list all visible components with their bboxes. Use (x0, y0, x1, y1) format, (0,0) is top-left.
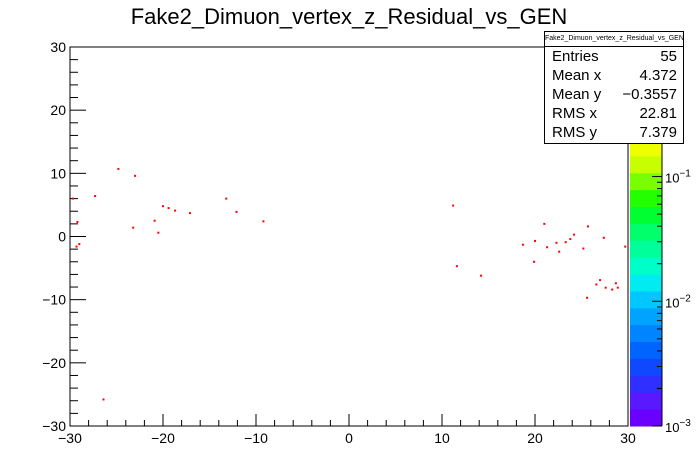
data-point (455, 265, 458, 268)
data-point (599, 279, 602, 282)
y-tick-label: 0 (58, 229, 66, 245)
data-point (543, 222, 546, 225)
colorbar-tick-label: 10−3 (665, 418, 691, 435)
data-point (604, 286, 607, 289)
colorbar-segment (630, 358, 662, 376)
y-axis: −30 −20 −10 0 10 20 30 (42, 39, 86, 434)
colorbar-segment (630, 392, 662, 410)
stats-value: 55 (660, 48, 677, 65)
stats-row-rms-x: RMS x 22.81 (545, 104, 683, 123)
stats-label: Entries (552, 48, 599, 65)
data-point (174, 209, 177, 212)
data-point (586, 296, 589, 299)
data-point (132, 226, 135, 229)
y-tick-label: 20 (50, 102, 66, 118)
data-point (564, 241, 567, 244)
colorbar-segment (630, 155, 662, 174)
data-point (546, 246, 549, 249)
stats-value: −0.3557 (622, 86, 677, 103)
colorbar-tick-label: 10−2 (665, 293, 691, 310)
stats-value: 4.372 (639, 67, 677, 84)
y-tick-label: −10 (42, 292, 66, 308)
stats-label: Mean y (552, 86, 602, 103)
stats-row-entries: Entries 55 (545, 47, 683, 66)
y-tick-label: 10 (50, 165, 66, 181)
data-point (452, 204, 455, 207)
data-point (78, 243, 81, 246)
colorbar-segment (630, 324, 662, 343)
stats-row-mean-y: Mean y −0.3557 (545, 85, 683, 104)
data-point (582, 247, 585, 250)
data-point (573, 233, 576, 236)
data-point (558, 250, 561, 253)
y-tick-label: −30 (42, 418, 66, 434)
colorbar-tick-label: 10−1 (665, 169, 691, 186)
colorbar-segment (630, 341, 662, 359)
data-point (71, 197, 74, 200)
data-point (167, 207, 170, 210)
colorbar-segment (630, 189, 662, 208)
data-point (602, 236, 605, 239)
colorbar-segment (630, 257, 662, 275)
stats-label: RMS x (552, 105, 597, 122)
stats-row-mean-x: Mean x 4.372 (545, 66, 683, 85)
colorbar-segment (630, 409, 662, 427)
stats-label: RMS y (552, 124, 597, 141)
x-tick-label: 10 (434, 430, 450, 446)
data-point (614, 282, 617, 285)
x-tick-label: 20 (527, 430, 543, 446)
data-point (521, 243, 524, 246)
data-point (534, 239, 536, 242)
stats-row-rms-y: RMS y 7.379 (545, 123, 683, 142)
colorbar: 10−1 10−2 10−3 (630, 138, 691, 435)
data-point (75, 245, 78, 248)
x-axis: −30 −20 −10 0 10 20 30 (58, 414, 636, 446)
x-tick-label: −10 (244, 430, 268, 446)
colorbar-segment (630, 375, 662, 393)
data-point (533, 260, 536, 263)
data-point (102, 398, 105, 401)
colorbar-segment (630, 307, 662, 326)
data-point (480, 274, 483, 277)
stats-value: 7.379 (639, 124, 677, 141)
y-tick-label: −20 (42, 355, 66, 371)
colorbar-segment (630, 223, 662, 241)
data-point (117, 167, 120, 170)
data-point (134, 174, 137, 177)
stats-value: 22.81 (639, 105, 677, 122)
data-point (225, 197, 228, 200)
data-point (624, 245, 627, 248)
colorbar-segment (630, 206, 662, 224)
x-tick-label: 30 (620, 430, 636, 446)
data-point (569, 238, 572, 241)
data-point (162, 205, 164, 208)
data-point (555, 241, 558, 244)
chart-title: Fake2_Dimuon_vertex_z_Residual_vs_GEN (131, 4, 568, 29)
data-point (616, 286, 619, 289)
stats-box: Fake2_Dimuon_vertex_z_Residual_vs_GEN En… (544, 31, 684, 144)
colorbar-segment (630, 290, 662, 309)
x-tick-label: 0 (345, 430, 353, 446)
data-point (595, 283, 598, 286)
data-point (611, 288, 614, 291)
data-point (94, 195, 97, 198)
data-points (71, 167, 627, 401)
data-point (76, 220, 79, 223)
data-point (188, 212, 191, 215)
stats-label: Mean x (552, 67, 602, 84)
y-tick-label: 30 (50, 39, 66, 55)
data-point (235, 210, 238, 213)
stats-title: Fake2_Dimuon_vertex_z_Residual_vs_GEN (545, 32, 683, 47)
data-point (262, 220, 265, 223)
colorbar-segment (630, 172, 662, 191)
x-tick-label: −20 (151, 430, 175, 446)
data-point (153, 219, 156, 222)
colorbar-segment (630, 240, 662, 258)
data-point (587, 225, 590, 228)
x-tick-label: −30 (58, 430, 82, 446)
colorbar-segment (630, 274, 662, 292)
data-point (157, 231, 160, 234)
